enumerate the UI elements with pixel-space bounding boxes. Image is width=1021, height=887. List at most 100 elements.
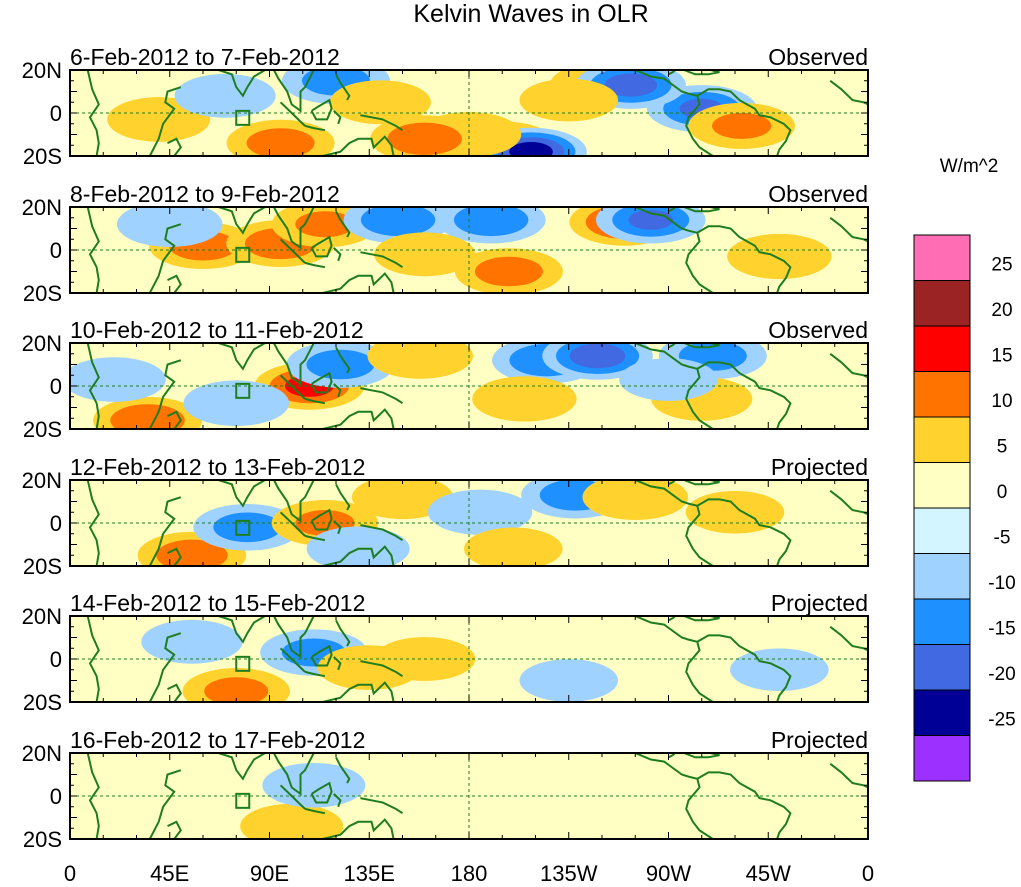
coastline — [86, 480, 100, 566]
colorbar-swatch — [913, 462, 971, 509]
coastline — [273, 753, 315, 796]
coastline — [279, 374, 306, 400]
coastline — [167, 683, 182, 702]
coastline — [86, 343, 100, 429]
coastline — [829, 217, 868, 243]
olr-anomaly-contour — [306, 526, 410, 566]
coastline — [668, 616, 677, 622]
olr-anomaly-contour — [306, 349, 375, 380]
coastline — [321, 681, 395, 702]
coastline — [148, 496, 182, 566]
coastline — [683, 480, 720, 486]
colorbar-swatch — [913, 598, 971, 645]
y-tick-label: 20N — [22, 604, 62, 629]
olr-anomaly-contour — [619, 358, 718, 401]
panel-1: 20N 0 20S 6-Feb-2012 to 7-Feb-2012 Observed — [22, 44, 869, 169]
olr-anomaly-contour — [262, 762, 366, 808]
coastline — [829, 490, 868, 516]
y-tick-label: 20N — [22, 195, 62, 220]
panel-status: Projected — [771, 727, 868, 753]
coastline — [335, 756, 351, 784]
coastline — [829, 763, 868, 789]
reference-box — [235, 655, 251, 672]
coastline — [304, 807, 326, 815]
coastline — [167, 820, 182, 839]
olr-anomaly-contour — [604, 73, 658, 97]
coastline — [696, 498, 792, 566]
olr-anomaly-contour — [367, 343, 474, 379]
coastline — [696, 634, 792, 702]
colorbar-swatch — [913, 416, 971, 463]
colorbar-swatch — [913, 644, 971, 691]
olr-anomaly-contour — [70, 357, 166, 402]
coastline — [321, 545, 395, 566]
colorbar-units: W/m^2 — [940, 156, 999, 177]
coastline — [608, 207, 714, 293]
panel-6: 20N 0 20S 16-Feb-2012 to 17-Feb-2012 Project… — [22, 727, 869, 852]
olr-anomaly-contour — [240, 803, 344, 839]
coastline — [335, 73, 351, 101]
olr-anomaly-contour — [141, 619, 243, 664]
coastline — [218, 207, 266, 235]
y-tick-label: 20N — [22, 331, 62, 356]
colorbar-tick-label: 15 — [991, 346, 1012, 367]
coastline — [321, 272, 395, 293]
coastline — [360, 387, 404, 405]
olr-anomaly-contour — [374, 232, 476, 277]
coastline — [321, 818, 395, 839]
y-tick-label: 20S — [23, 144, 62, 169]
x-tick-label: 90W — [646, 861, 691, 886]
y-tick-label: 20S — [23, 690, 62, 715]
coastline — [696, 88, 792, 156]
coastline — [668, 480, 677, 486]
olr-anomaly-contour — [712, 112, 772, 139]
coastline — [218, 480, 266, 508]
olr-anomaly-contour — [453, 207, 529, 237]
olr-anomaly-contour — [246, 128, 315, 156]
coastline — [148, 223, 182, 293]
panel-date-range: 10-Feb-2012 to 11-Feb-2012 — [70, 317, 364, 343]
panel-status: Observed — [768, 181, 868, 207]
colorbar: W/m^2 25 20 15 10 5 0 -5 -10 -15 -20 -25 — [913, 156, 1016, 782]
panel-status: Projected — [771, 454, 868, 480]
coastline — [668, 343, 677, 349]
colorbar-swatch — [913, 507, 971, 554]
colorbar-tick-label: 25 — [991, 255, 1012, 276]
panel-date-range: 12-Feb-2012 to 13-Feb-2012 — [70, 454, 365, 480]
coastline — [683, 753, 720, 759]
x-tick-label: 0 — [862, 861, 874, 886]
colorbar-tick-label: -5 — [994, 528, 1011, 549]
colorbar-tick-label: 20 — [991, 300, 1012, 321]
x-tick-label: 90E — [250, 861, 289, 886]
coastline — [683, 70, 720, 76]
olr-anomaly-contour — [569, 343, 626, 369]
coastline — [273, 616, 315, 659]
coastline — [335, 210, 351, 238]
coastline — [321, 408, 395, 429]
y-tick-label: 0 — [50, 647, 62, 672]
x-tick-label: 180 — [451, 861, 488, 886]
coastline — [148, 632, 182, 702]
colorbar-tick-label: -10 — [988, 573, 1015, 594]
olr-anomaly-contour — [156, 539, 228, 566]
reference-box — [235, 792, 251, 809]
coastline — [668, 753, 677, 759]
coastline — [360, 251, 404, 269]
coastline — [273, 480, 315, 523]
coastline — [608, 753, 714, 839]
colorbar-swatch — [913, 689, 971, 736]
coastline — [304, 534, 326, 542]
coastline — [218, 343, 266, 371]
coastline — [218, 70, 266, 98]
x-tick-label: 45E — [150, 861, 189, 886]
olr-anomaly-contour — [329, 80, 431, 125]
olr-anomaly-contour — [582, 480, 689, 520]
colorbar-swatch — [913, 735, 971, 782]
coastline — [167, 137, 182, 156]
panel-field — [70, 343, 868, 429]
coastline — [273, 70, 315, 113]
reference-box — [235, 382, 251, 399]
colorbar-swatch — [913, 553, 971, 600]
panel-date-range: 6-Feb-2012 to 7-Feb-2012 — [70, 44, 340, 70]
coastline — [310, 644, 333, 667]
